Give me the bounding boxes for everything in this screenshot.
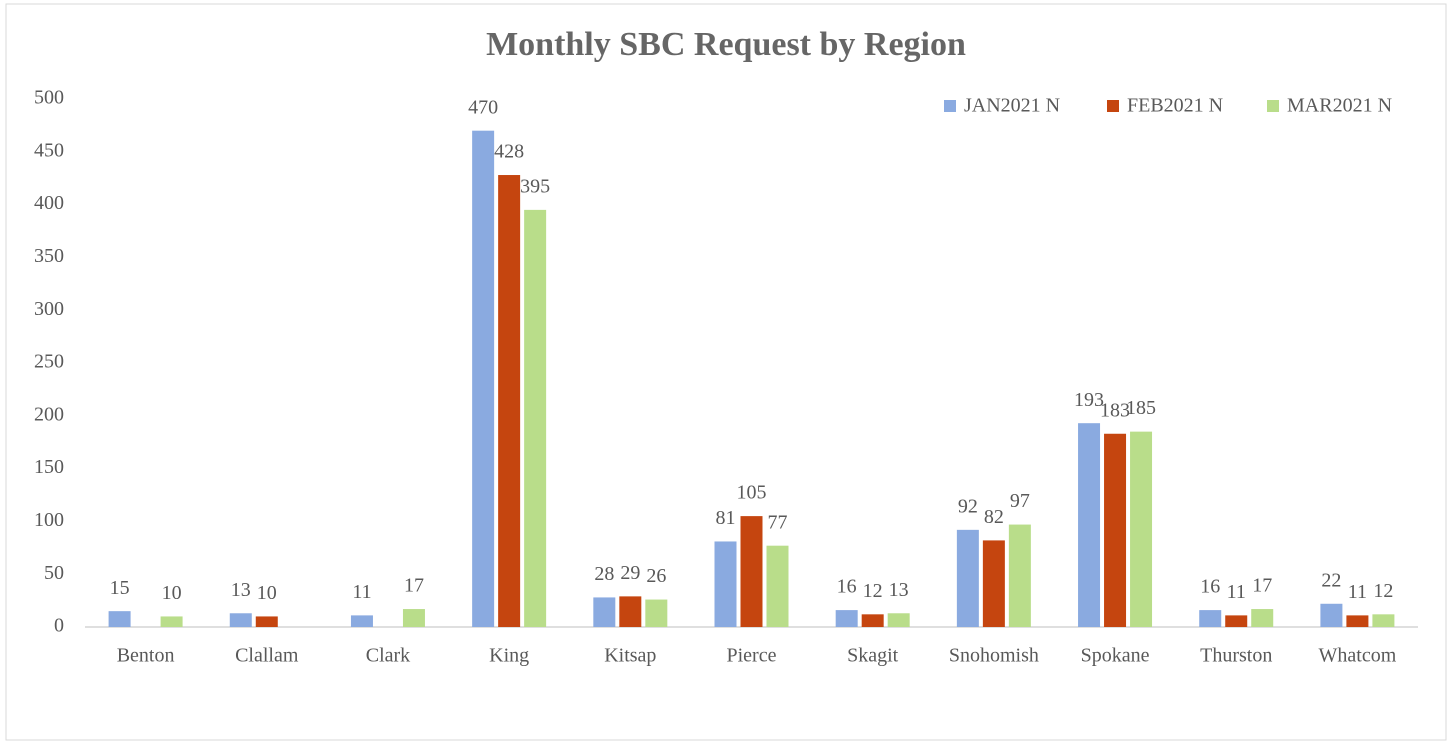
y-tick-label: 500 xyxy=(34,87,64,109)
data-label: 97 xyxy=(1010,490,1030,512)
data-label: 12 xyxy=(863,580,883,602)
data-label: 11 xyxy=(1227,581,1246,603)
data-label: 81 xyxy=(716,507,736,529)
bar xyxy=(835,610,858,627)
x-tick-label: Snohomish xyxy=(949,645,1039,667)
data-label: 11 xyxy=(352,581,371,603)
data-label: 16 xyxy=(1200,576,1220,598)
x-tick-label: Spokane xyxy=(1081,645,1150,667)
legend-label: FEB2021 N xyxy=(1127,95,1223,117)
data-label: 12 xyxy=(1373,580,1393,602)
y-tick-label: 100 xyxy=(34,509,64,531)
bar xyxy=(160,616,183,627)
data-label: 28 xyxy=(594,563,614,585)
bar xyxy=(229,613,252,627)
data-label: 395 xyxy=(520,175,550,197)
bar xyxy=(472,130,495,627)
bar xyxy=(714,541,737,627)
legend-label: MAR2021 N xyxy=(1287,95,1392,117)
bar xyxy=(1225,615,1248,627)
bar xyxy=(1372,614,1395,627)
data-label: 13 xyxy=(231,579,251,601)
legend-swatch xyxy=(1267,100,1279,112)
bar xyxy=(887,613,910,627)
y-tick-label: 350 xyxy=(34,245,64,267)
y-tick-label: 0 xyxy=(54,615,64,637)
bar xyxy=(766,545,789,627)
y-tick-label: 250 xyxy=(34,351,64,373)
bar xyxy=(524,209,547,627)
y-tick-label: 50 xyxy=(44,562,64,584)
data-label: 26 xyxy=(646,565,666,587)
legend-swatch xyxy=(944,100,956,112)
y-tick-label: 300 xyxy=(34,298,64,320)
bar xyxy=(350,615,373,627)
chart-title: Monthly SBC Request by Region xyxy=(486,26,966,63)
data-label: 183 xyxy=(1100,399,1130,421)
data-label: 17 xyxy=(404,575,424,597)
data-label: 17 xyxy=(1252,575,1272,597)
y-tick-label: 150 xyxy=(34,456,64,478)
bar xyxy=(982,540,1005,627)
bar xyxy=(1078,423,1101,627)
data-label: 15 xyxy=(110,577,130,599)
bar xyxy=(1130,431,1153,627)
bar xyxy=(740,516,763,627)
data-label: 185 xyxy=(1126,397,1156,419)
data-label: 16 xyxy=(837,576,857,598)
data-label: 77 xyxy=(768,511,788,533)
bar xyxy=(255,616,278,627)
chart-frame xyxy=(5,3,1447,741)
bar xyxy=(1320,603,1343,627)
data-label: 13 xyxy=(889,579,909,601)
data-label: 428 xyxy=(494,141,524,163)
data-label: 11 xyxy=(1348,581,1367,603)
data-label: 92 xyxy=(958,495,978,517)
data-label: 29 xyxy=(620,562,640,584)
bar xyxy=(593,597,616,627)
y-tick-label: 200 xyxy=(34,403,64,425)
y-tick-label: 400 xyxy=(34,192,64,214)
data-label: 193 xyxy=(1074,389,1104,411)
bar xyxy=(402,609,425,627)
bar xyxy=(645,599,668,627)
bar xyxy=(498,175,521,628)
bar xyxy=(108,611,131,627)
data-label: 10 xyxy=(257,582,277,604)
bar xyxy=(861,614,884,627)
data-label: 105 xyxy=(737,482,767,504)
x-tick-label: King xyxy=(489,645,529,667)
bar xyxy=(619,596,642,627)
data-label: 82 xyxy=(984,506,1004,528)
bar xyxy=(1199,610,1222,627)
x-tick-label: Whatcom xyxy=(1319,645,1397,667)
x-tick-label: Skagit xyxy=(847,645,899,667)
data-label: 22 xyxy=(1321,569,1341,591)
bar xyxy=(956,529,979,627)
x-tick-label: Kitsap xyxy=(604,645,656,667)
data-label: 10 xyxy=(162,582,182,604)
x-tick-label: Clark xyxy=(366,645,410,667)
legend-label: JAN2021 N xyxy=(964,95,1060,117)
bar xyxy=(1104,433,1127,627)
bar xyxy=(1008,524,1031,627)
bar xyxy=(1346,615,1369,627)
x-tick-label: Pierce xyxy=(727,645,777,667)
legend-swatch xyxy=(1107,100,1119,112)
x-tick-label: Benton xyxy=(117,645,175,667)
bar xyxy=(1251,609,1274,627)
x-tick-label: Clallam xyxy=(235,645,299,667)
data-label: 470 xyxy=(468,96,498,118)
x-tick-label: Thurston xyxy=(1200,645,1272,667)
y-tick-label: 450 xyxy=(34,139,64,161)
